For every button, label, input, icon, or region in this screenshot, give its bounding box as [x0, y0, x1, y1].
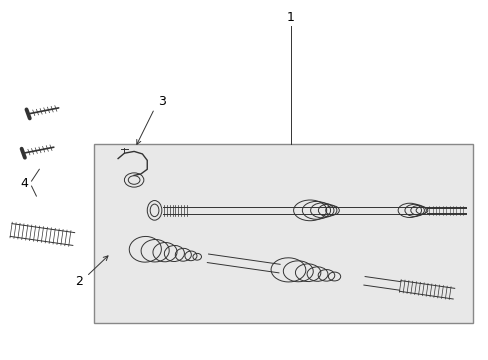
- Text: 3: 3: [158, 95, 165, 108]
- Text: 4: 4: [21, 177, 29, 190]
- Bar: [94, 144, 472, 323]
- Text: 1: 1: [286, 11, 294, 24]
- Text: 2: 2: [75, 275, 83, 288]
